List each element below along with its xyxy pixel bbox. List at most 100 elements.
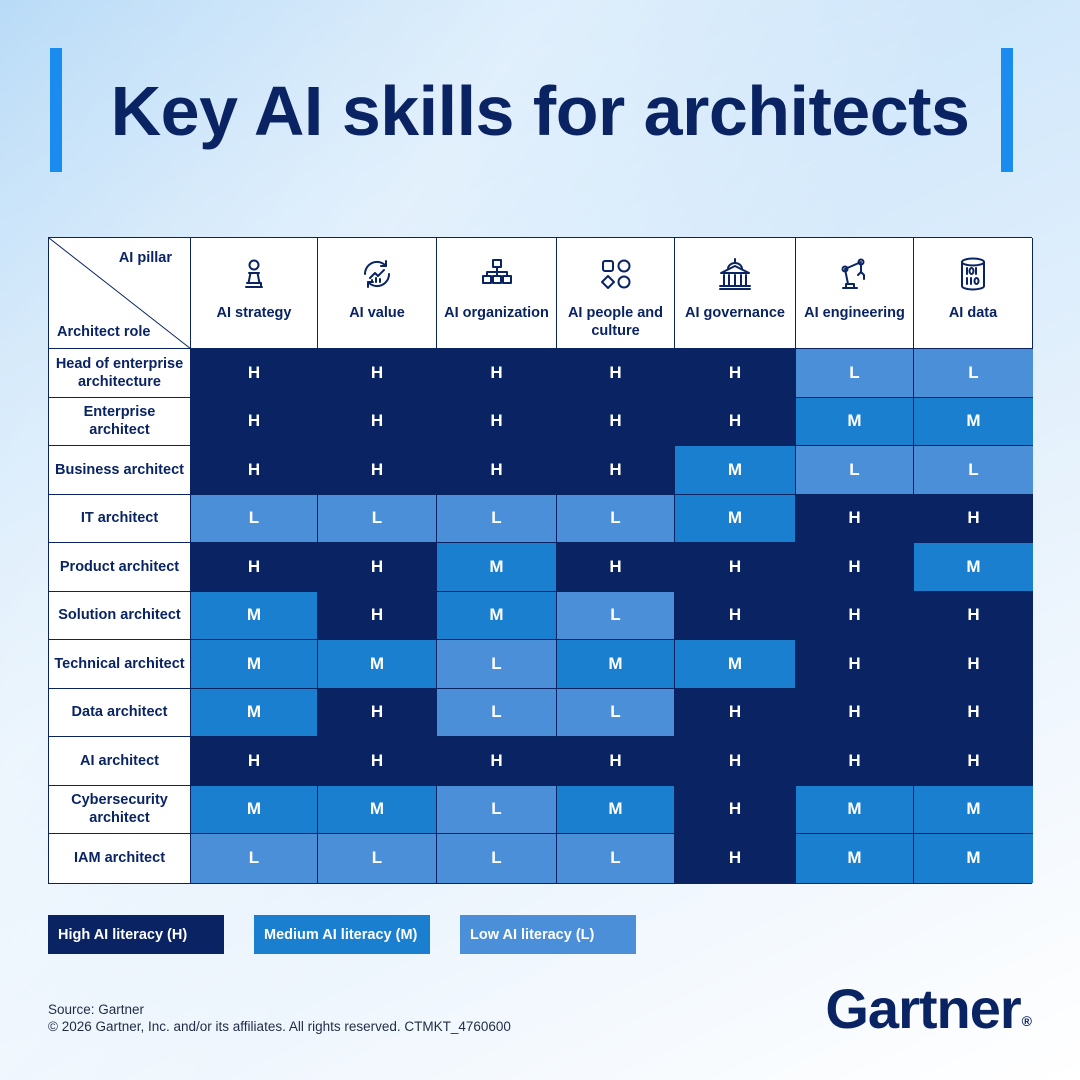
skill-level-cell: H [191,349,318,398]
skill-level-cell: L [437,640,557,689]
government-building-icon [719,258,751,290]
row-header: Data architect [49,688,191,737]
column-header: AI data [914,238,1033,349]
skill-level-cell: M [437,543,557,592]
row-header: Cybersecurity architect [49,785,191,834]
page-title: Key AI skills for architects [110,72,970,150]
skill-level-cell: H [318,737,437,786]
skill-level-cell: H [318,591,437,640]
skill-level-cell: M [437,591,557,640]
legend-high: High AI literacy (H) [48,915,224,954]
skill-level-cell: M [191,688,318,737]
logo-registered-mark: ® [1021,1013,1032,1029]
column-header-label: AI data [948,305,998,321]
skill-level-cell: M [914,785,1033,834]
title-accent-bar-left [50,48,62,172]
skill-level-cell: M [675,640,796,689]
table-corner-header: AI pillar Architect role [49,238,191,349]
column-header-label: AI strategy [216,305,292,321]
skill-level-cell: L [557,688,675,737]
column-header-label: AI people and culture [567,305,664,339]
skill-level-cell: H [675,834,796,883]
skill-level-cell: L [318,494,437,543]
role-axis-label: Architect role [57,324,151,340]
skill-level-cell: H [191,543,318,592]
skill-level-cell: H [557,349,675,398]
skill-level-cell: H [318,397,437,446]
skill-level-cell: M [557,640,675,689]
row-header: Enterprise architect [49,397,191,446]
skill-level-cell: H [675,688,796,737]
column-header-label: AI engineering [804,305,905,321]
skill-level-cell: H [796,688,914,737]
skill-level-cell: L [437,494,557,543]
pillar-axis-label: AI pillar [118,250,172,266]
growth-cycle-icon [363,260,391,288]
skill-level-cell: M [914,543,1033,592]
skill-level-cell: L [437,834,557,883]
skill-level-cell: M [318,640,437,689]
skill-level-cell: H [318,543,437,592]
skill-level-cell: H [675,785,796,834]
skill-level-cell: H [557,737,675,786]
skill-level-cell: H [675,591,796,640]
skill-level-cell: H [675,397,796,446]
skill-level-cell: L [318,834,437,883]
skill-level-cell: H [796,640,914,689]
row-header: Business architect [49,446,191,495]
column-header: AI strategy [191,238,318,349]
skill-level-cell: H [675,349,796,398]
row-header: IT architect [49,494,191,543]
source-note: Source: Gartner [48,1002,145,1017]
skill-level-cell: H [437,397,557,446]
skill-level-cell: H [914,640,1033,689]
skill-level-cell: H [318,349,437,398]
skill-level-cell: M [914,834,1033,883]
skill-level-cell: L [914,446,1033,495]
skill-level-cell: H [437,737,557,786]
column-header-label: AI governance [685,305,785,321]
skill-level-cell: L [557,494,675,543]
skill-level-cell: H [191,397,318,446]
skill-level-cell: L [914,349,1033,398]
skill-level-cell: H [437,349,557,398]
row-header: AI architect [49,737,191,786]
skill-level-cell: H [557,543,675,592]
skill-level-cell: H [318,688,437,737]
skill-level-cell: H [796,591,914,640]
legend-low: Low AI literacy (L) [460,915,636,954]
row-header: IAM architect [49,834,191,883]
column-header: AI governance [675,238,796,349]
gartner-logo: Gartner® [825,976,1032,1041]
row-header: Head of enterprise architecture [49,349,191,398]
skill-level-cell: H [675,543,796,592]
column-header-label: AI value [349,305,405,321]
skill-level-cell: H [914,688,1033,737]
skill-level-cell: M [191,640,318,689]
skill-level-cell: H [796,494,914,543]
shapes-icon [600,259,630,289]
skill-level-cell: L [191,494,318,543]
skill-level-cell: M [796,834,914,883]
copyright-note: © 2026 Gartner, Inc. and/or its affiliat… [48,1019,511,1034]
skill-level-cell: H [557,446,675,495]
skills-table: AI pillar Architect role AI strategy AI v… [48,237,1033,884]
skill-level-cell: H [675,737,796,786]
column-header: AI engineering [796,238,914,349]
skill-level-cell: M [675,446,796,495]
skill-level-cell: L [437,688,557,737]
logo-text: Gartner [825,977,1021,1040]
chess-pawn-icon [245,259,263,288]
skill-level-cell: L [557,834,675,883]
skill-level-cell: M [914,397,1033,446]
skill-level-cell: H [191,446,318,495]
skill-level-cell: H [191,737,318,786]
robotic-arm-icon [841,258,865,289]
skill-level-cell: L [437,785,557,834]
row-header: Technical architect [49,640,191,689]
legend-medium: Medium AI literacy (M) [254,915,430,954]
skill-level-cell: H [914,494,1033,543]
column-header: AI people and culture [557,238,675,349]
row-header: Product architect [49,543,191,592]
skill-level-cell: M [796,785,914,834]
